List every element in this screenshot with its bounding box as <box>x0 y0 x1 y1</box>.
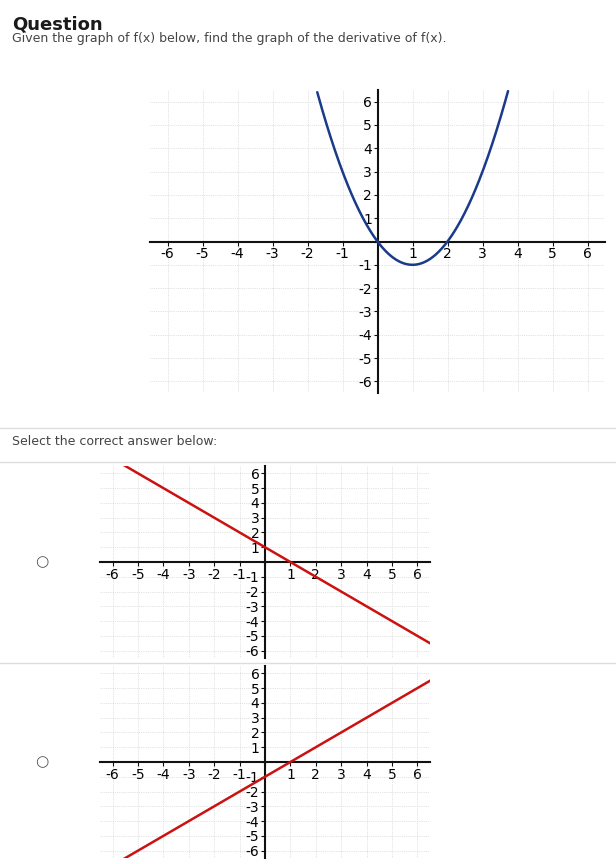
Text: Select the correct answer below:: Select the correct answer below: <box>12 435 217 448</box>
Text: Question: Question <box>12 16 103 34</box>
Text: ○: ○ <box>35 754 49 770</box>
Text: Given the graph of f(x) below, find the graph of the derivative of f(x).: Given the graph of f(x) below, find the … <box>12 32 447 45</box>
Text: ○: ○ <box>35 555 49 569</box>
